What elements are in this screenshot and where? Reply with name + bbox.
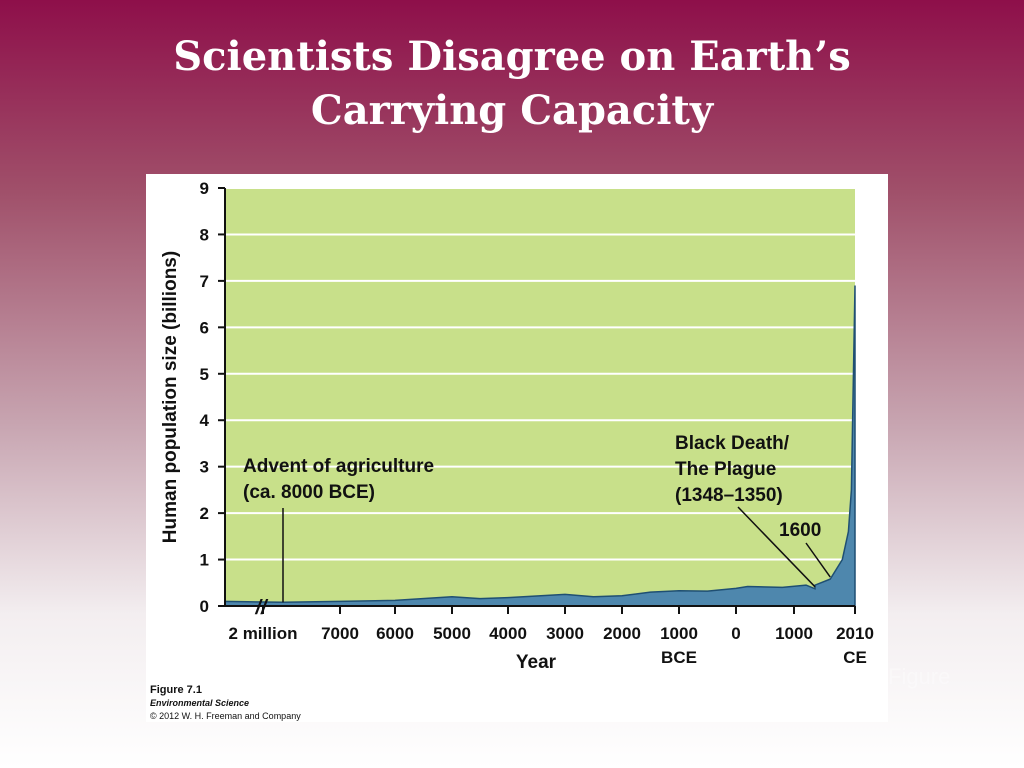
y-tick-label: 4 xyxy=(200,411,210,430)
x-tick-label: 1000 xyxy=(660,624,698,643)
caption-copyright: © 2012 W. H. Freeman and Company xyxy=(150,711,301,721)
slide-title: Scientists Disagree on Earth’s Carrying … xyxy=(0,30,1024,138)
x-tick-label: 2000 xyxy=(603,624,641,643)
y-tick-label: 6 xyxy=(200,318,209,337)
y-tick-label: 1 xyxy=(200,551,209,570)
y-tick-label: 2 xyxy=(200,504,209,523)
ghost-figure-text: Figure xyxy=(888,664,951,689)
plot-background xyxy=(225,188,855,606)
annotation-black-death-label: Black Death/ xyxy=(675,433,790,454)
x-tick-label: 4000 xyxy=(489,624,527,643)
slide-title-line-1: Scientists Disagree on Earth’s xyxy=(173,33,851,80)
annotation-1600-leader xyxy=(805,542,831,578)
x-ticks: 2 million 7000 6000 5000 4000 3000 2000 1000 BCE… xyxy=(229,606,874,667)
caption-figure-number: Figure 7.1 xyxy=(150,684,202,696)
x-tick-label: 6000 xyxy=(376,624,414,643)
x-tick-label: 3000 xyxy=(546,624,584,643)
x-tick-label: 7000 xyxy=(321,624,359,643)
population-chart: 0 1 2 3 4 5 6 7 8 9 2 million 7000 6000 5000 4000 3000… xyxy=(160,179,874,673)
population-area xyxy=(224,285,856,607)
x-tick-label: 1000 xyxy=(775,624,813,643)
figure-panel: 0 1 2 3 4 5 6 7 8 9 2 million 7000 6000 5000 4000 3000… xyxy=(146,174,888,722)
annotation-black-death-label: (1348–1350) xyxy=(675,485,783,506)
axes xyxy=(224,188,855,607)
y-ticks: 0 1 2 3 4 5 6 7 8 9 xyxy=(200,179,225,616)
y-tick-label: 3 xyxy=(200,458,209,477)
annotation-1600-label: 1600 xyxy=(779,520,821,541)
annotation-black-death-label: The Plague xyxy=(675,459,776,480)
x-axis-label: Year xyxy=(516,652,557,673)
y-tick-label: 7 xyxy=(200,272,209,291)
caption-book-title: Environmental Science xyxy=(150,698,250,708)
gridlines xyxy=(225,187,855,561)
x-tick-sublabel: CE xyxy=(843,648,867,667)
y-tick-label: 8 xyxy=(200,225,209,244)
x-tick-label: 2010 xyxy=(836,624,874,643)
annotation-agriculture-label: Advent of agriculture xyxy=(243,456,434,477)
x-tick-sublabel: BCE xyxy=(661,648,697,667)
y-tick-label: 5 xyxy=(200,365,209,384)
figure-caption: Figure 7.1 Environmental Science © 2012 … xyxy=(150,684,301,723)
annotations: Advent of agriculture (ca. 8000 BCE) Black… xyxy=(243,433,831,603)
y-axis-label: Human population size (billions) xyxy=(160,251,181,543)
annotation-black-death-leader xyxy=(737,506,816,588)
y-tick-label: 0 xyxy=(200,597,209,616)
x-tick-label: 5000 xyxy=(433,624,471,643)
slide-title-line-2: Carrying Capacity xyxy=(310,87,714,134)
x-tick-label: 0 xyxy=(731,624,740,643)
y-tick-label: 9 xyxy=(200,179,209,198)
annotation-agriculture-label: (ca. 8000 BCE) xyxy=(243,482,375,503)
axis-break-mark: // xyxy=(254,597,269,619)
x-tick-label: 2 million xyxy=(229,624,298,643)
